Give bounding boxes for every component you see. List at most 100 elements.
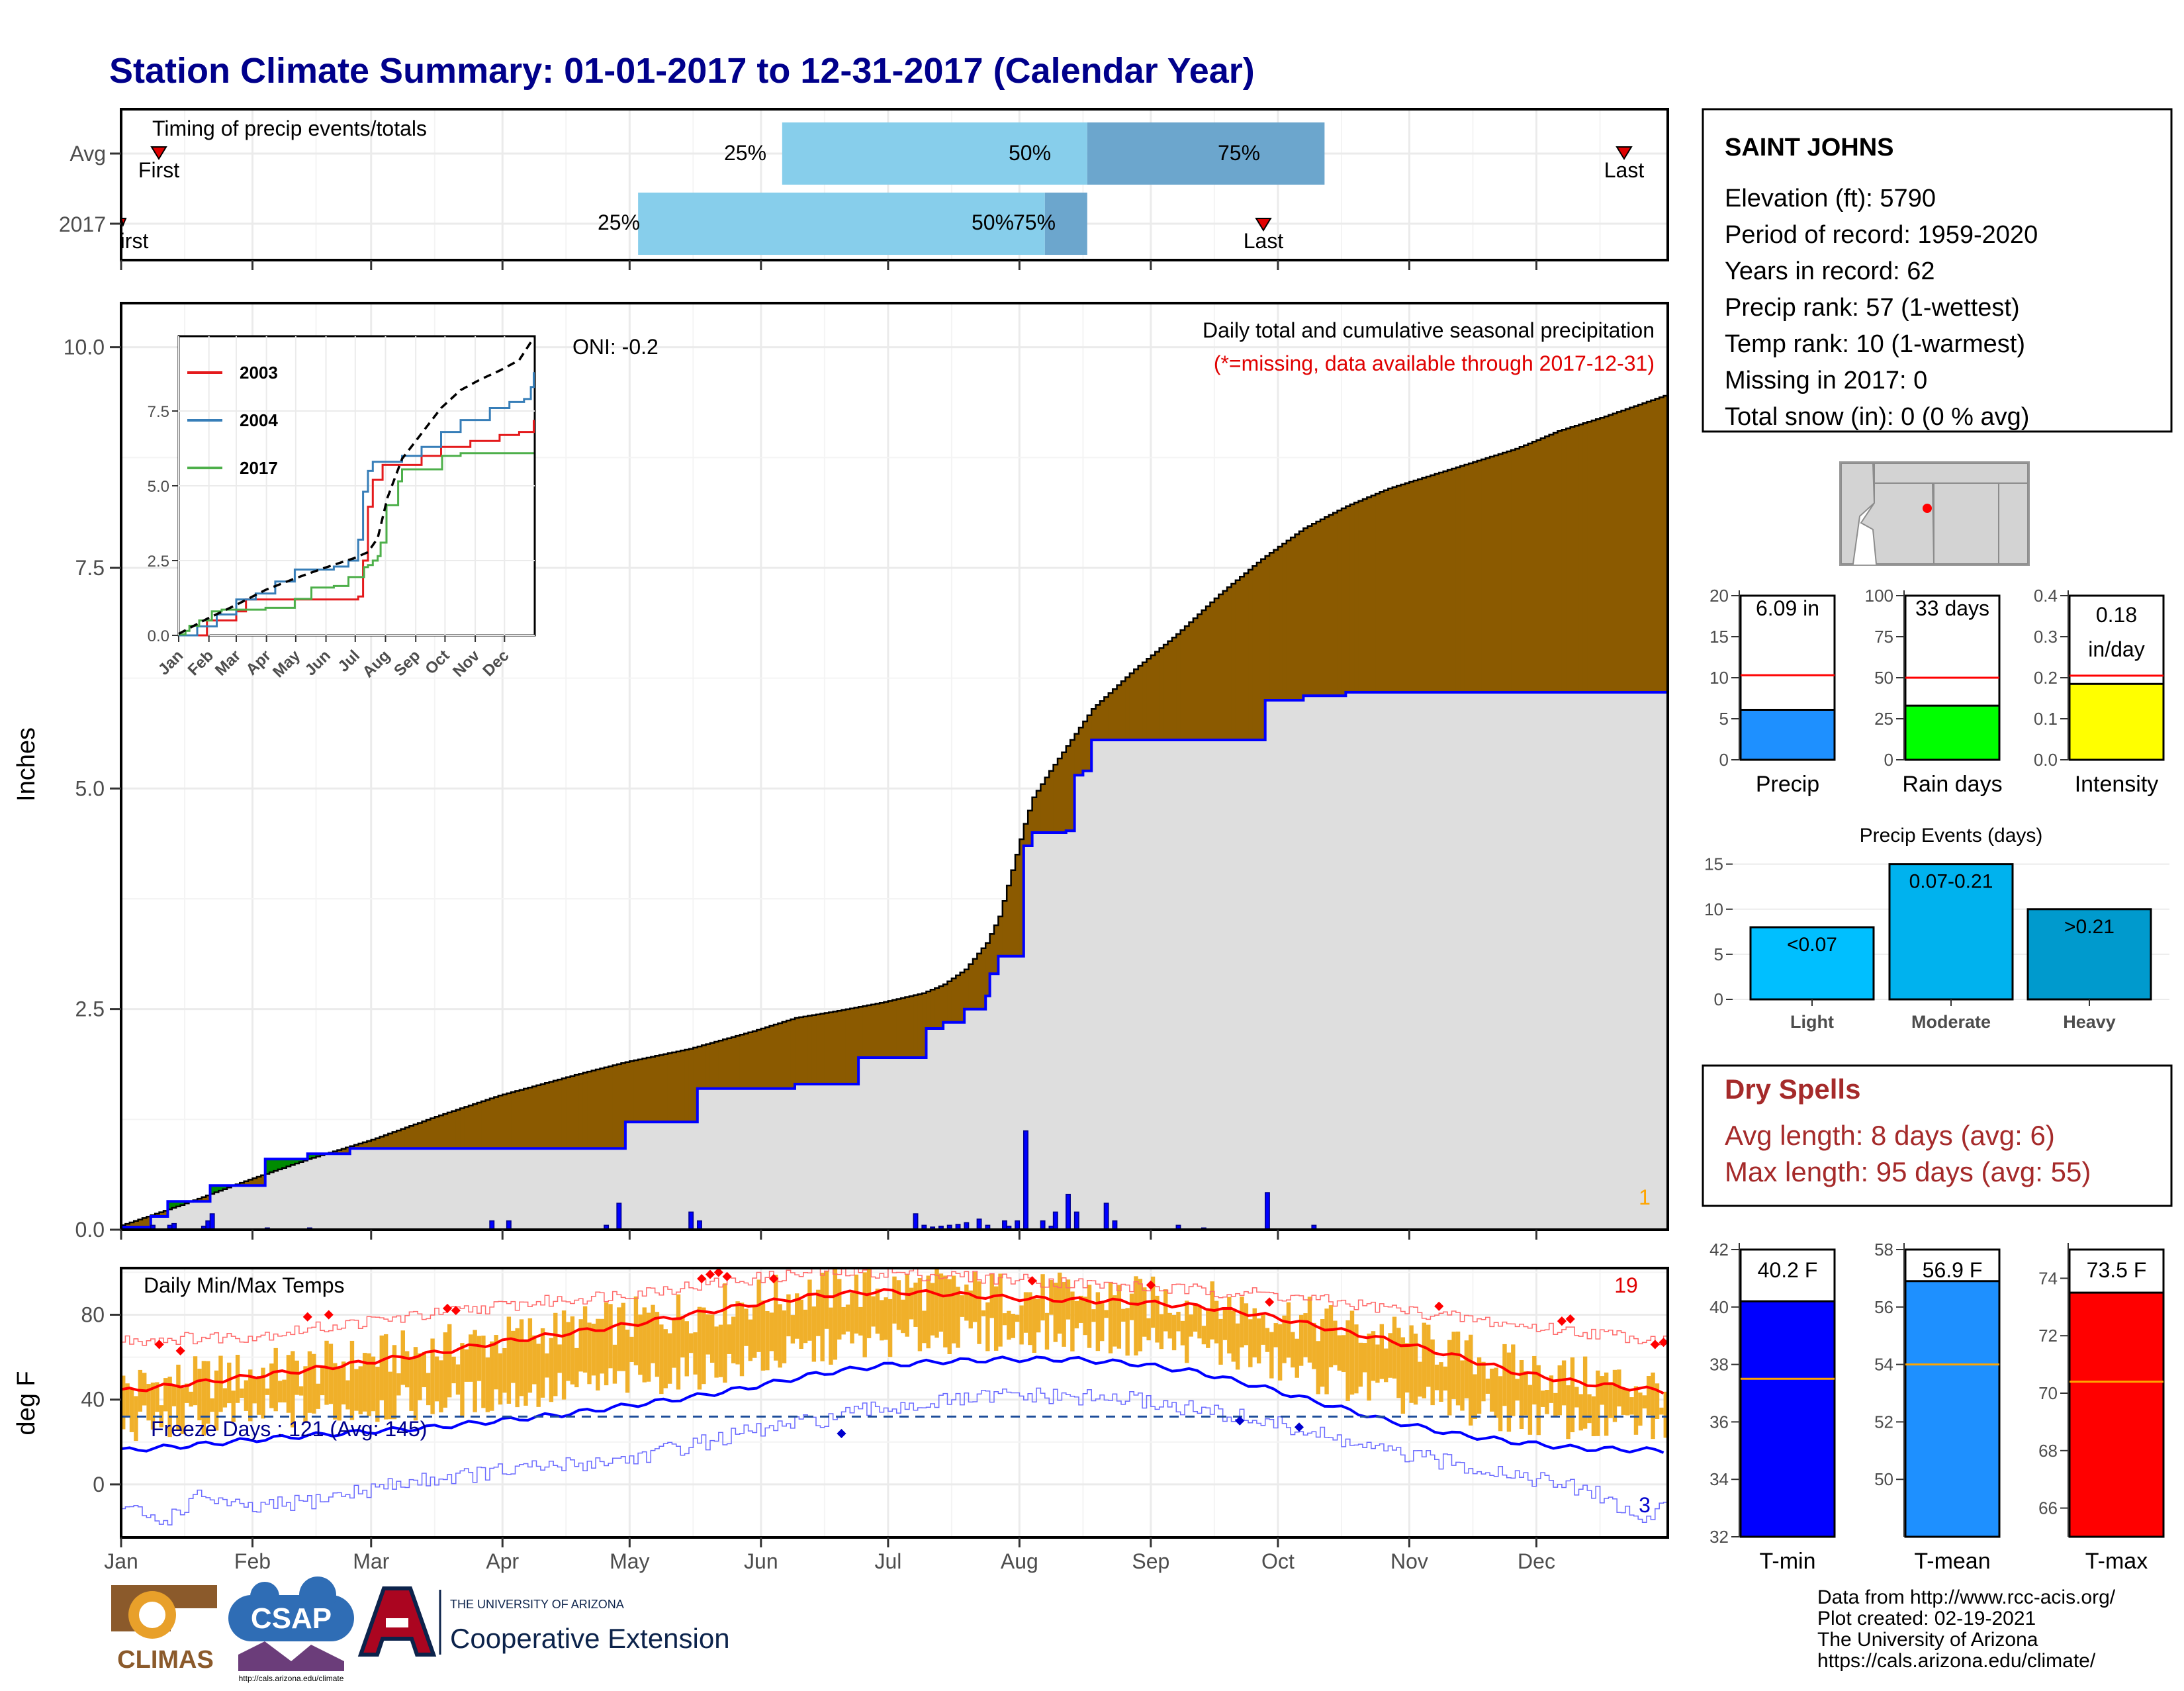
small-chart-bar-rain-days: [1905, 706, 1999, 760]
inset-legend-label: 2004: [240, 410, 278, 430]
record-high-marker: [705, 1270, 715, 1279]
base-area: [1545, 692, 1549, 1230]
events-bar-label: Heavy: [2063, 1012, 2116, 1032]
y-tick-label: 2.5: [75, 997, 105, 1021]
base-area: [1312, 696, 1316, 1230]
temp-chart-tick-label: 72: [2038, 1326, 2058, 1346]
base-area: [218, 1191, 223, 1230]
base-area: [273, 1171, 278, 1230]
deficit-area: [456, 1110, 461, 1149]
base-area: [1176, 740, 1181, 1230]
deficit-area: [1634, 406, 1639, 692]
daily-temp-bar: [227, 1363, 231, 1403]
deficit-area: [1206, 606, 1210, 740]
base-area: [303, 1161, 308, 1230]
deficit-area: [1473, 462, 1477, 692]
deficit-area: [1524, 445, 1528, 692]
daily-temp-bar: [723, 1283, 727, 1383]
daily-temp-bar: [236, 1355, 240, 1403]
base-area: [1265, 700, 1270, 1230]
base-area: [498, 1148, 503, 1230]
deficit-area: [1643, 403, 1647, 692]
daily-precip-bar: [210, 1214, 214, 1230]
deficit-area: [833, 1011, 838, 1084]
daily-temp-bar: [1511, 1344, 1515, 1416]
base-area: [1435, 692, 1439, 1230]
base-area: [939, 1028, 944, 1230]
deficit-area: [1269, 553, 1274, 700]
daily-temp-bar: [1036, 1299, 1040, 1332]
daily-precip-bar: [1054, 1212, 1058, 1230]
daily-temp-bar: [252, 1378, 256, 1403]
base-area: [735, 1089, 740, 1230]
base-area: [1236, 740, 1240, 1230]
base-area: [1583, 692, 1588, 1230]
base-area: [316, 1156, 321, 1230]
base-area: [1227, 740, 1232, 1230]
y-tick-label: 7.5: [75, 556, 105, 580]
base-area: [1388, 692, 1392, 1230]
deficit-area: [1232, 584, 1236, 740]
base-area: [702, 1089, 706, 1230]
deficit-area: [1418, 479, 1422, 692]
base-area: [761, 1089, 766, 1230]
base-area: [1570, 692, 1575, 1230]
daily-temp-bar: [1248, 1319, 1252, 1367]
deficit-area: [752, 1031, 757, 1089]
base-area: [892, 1058, 897, 1230]
deficit-area: [502, 1095, 507, 1149]
base-area: [553, 1148, 558, 1230]
daily-temp-bar: [1604, 1373, 1608, 1436]
events-tick-label: 15: [1704, 854, 1723, 874]
deficit-area: [1045, 778, 1050, 833]
daily-temp-bar: [1596, 1371, 1600, 1436]
daily-temp-bar: [333, 1363, 337, 1420]
base-area: [922, 1058, 927, 1230]
station-name: SAINT JOHNS: [1725, 134, 1893, 161]
daily-temp-bar: [359, 1366, 363, 1414]
precip-panel: 0.02.55.07.510.0 Inches Daily total and …: [13, 303, 1668, 1242]
record-high-marker: [697, 1274, 706, 1283]
base-area: [1223, 740, 1228, 1230]
deficit-area: [685, 1050, 690, 1122]
base-area: [549, 1148, 554, 1230]
deficit-area: [1197, 614, 1202, 740]
daily-temp-bar: [1104, 1310, 1108, 1318]
footer-university: The University of Arizona: [1817, 1629, 2038, 1651]
deficit-area: [1545, 436, 1549, 692]
record-low-marker: [837, 1429, 846, 1438]
deficit-area: [698, 1046, 702, 1089]
daily-temp-bar: [1629, 1397, 1633, 1414]
daily-temp-bar: [1392, 1317, 1396, 1379]
base-area: [345, 1154, 350, 1230]
base-area: [185, 1203, 189, 1230]
inset-y-label: 5.0: [148, 478, 169, 496]
daily-temp-bar: [837, 1279, 841, 1340]
daily-temp-bar: [350, 1341, 354, 1420]
temp-chart-tick-label: 40: [1709, 1297, 1729, 1317]
inset-month-label: Jan: [155, 647, 187, 678]
month-label-feb: Feb: [234, 1549, 271, 1573]
daily-temp-bar: [710, 1314, 714, 1363]
month-label-jul: Jul: [874, 1549, 901, 1573]
timing-avg-p25: 25%: [724, 141, 766, 165]
ua-logo: THE UNIVERSITY OF ARIZONA Cooperative Ex…: [361, 1588, 730, 1655]
base-area: [1291, 700, 1295, 1230]
y-tick-label: 40: [81, 1388, 105, 1412]
record-high-marker: [1557, 1316, 1567, 1326]
deficit-area: [735, 1036, 740, 1089]
deficit-area: [1528, 443, 1533, 692]
daily-temp-bar: [905, 1275, 909, 1337]
daily-temp-bar: [901, 1300, 905, 1333]
base-area: [435, 1148, 439, 1230]
small-chart-bar-precip: [1741, 709, 1835, 760]
deficit-area: [765, 1027, 770, 1089]
daily-temp-bar: [1371, 1331, 1375, 1381]
deficit-area: [927, 991, 931, 1028]
daily-temp-bar: [846, 1304, 850, 1332]
base-area: [1121, 740, 1126, 1230]
inset-month-label: Dec: [479, 647, 512, 680]
month-label-jan: Jan: [104, 1549, 138, 1573]
daily-temp-bar: [1019, 1305, 1023, 1344]
